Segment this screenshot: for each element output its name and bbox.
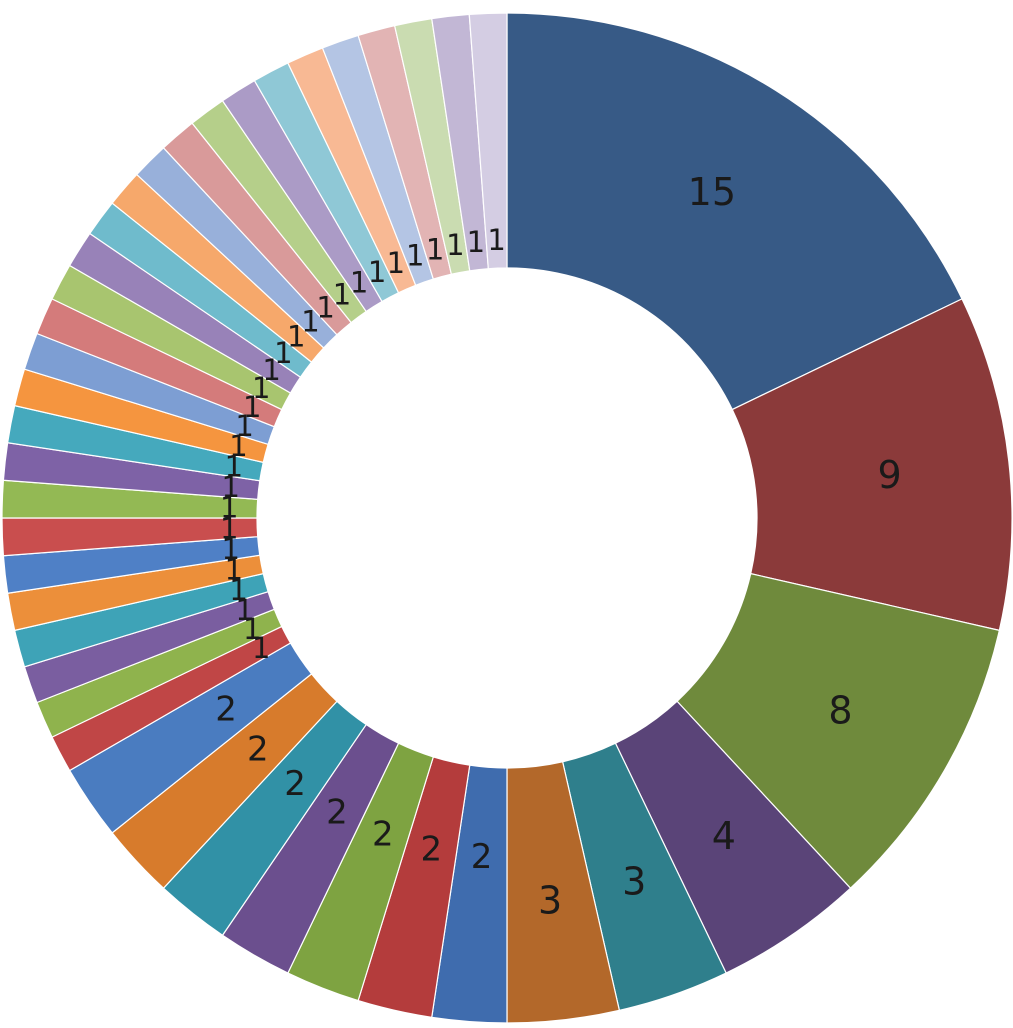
slice-value-label: 1 (262, 353, 280, 387)
slice-value-label: 1 (287, 320, 305, 354)
slice-value-label: 3 (538, 879, 562, 923)
slice-value-label: 2 (471, 837, 493, 877)
slice-value-label: 1 (252, 631, 270, 665)
slice-value-label: 8 (828, 689, 852, 733)
slice-value-label: 1 (387, 246, 405, 280)
slice-value-label: 1 (235, 593, 253, 627)
donut-slice (468, 12, 508, 270)
slice-value-label: 9 (877, 453, 901, 497)
slice-value-label: 1 (235, 409, 253, 443)
donut-slice (676, 572, 1001, 890)
slice-value-label: 1 (446, 228, 464, 262)
slice-value-label: 3 (622, 859, 646, 903)
slice-value-label: 1 (316, 290, 334, 324)
slice-value-label: 2 (372, 815, 394, 855)
slice-value-label: 1 (222, 470, 240, 504)
slice-value-label: 2 (284, 764, 306, 804)
slice-value-label: 1 (243, 612, 261, 646)
slice-value-label: 1 (220, 491, 238, 525)
slice-value-label: 1 (467, 225, 485, 259)
slice-value-label: 1 (301, 304, 319, 338)
slice-value-label: 1 (274, 336, 292, 370)
slice-value-label: 1 (368, 255, 386, 289)
donut-slice (731, 298, 1013, 632)
slice-value-label: 1 (229, 429, 247, 463)
slice-value-label: 2 (326, 792, 348, 832)
slice-value-label: 1 (426, 232, 444, 266)
slice-value-label: 2 (421, 829, 443, 869)
slice-value-label: 2 (247, 729, 269, 769)
slice-value-label: 1 (225, 553, 243, 587)
slice-value-label: 15 (688, 170, 736, 214)
slice-value-label: 1 (225, 449, 243, 483)
donut-slice (506, 12, 963, 411)
slice-value-label: 2 (215, 690, 237, 730)
slice-value-label: 1 (406, 239, 424, 273)
slice-value-label: 1 (333, 277, 351, 311)
slice-value-label: 1 (252, 371, 270, 405)
slice-value-label: 1 (222, 532, 240, 566)
slice-value-label: 4 (712, 814, 736, 858)
slice-value-label: 1 (487, 223, 505, 257)
slice-value-label: 1 (229, 573, 247, 607)
slice-value-label: 1 (220, 511, 238, 545)
slice-value-label: 1 (350, 266, 368, 300)
slice-value-label: 1 (243, 390, 261, 424)
